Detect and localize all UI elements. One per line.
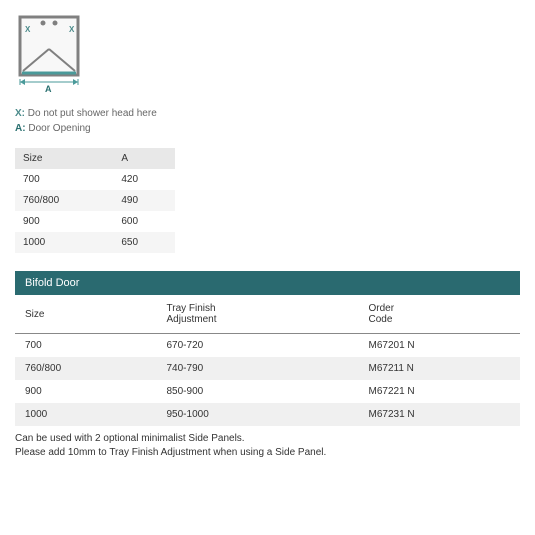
bifold-table: Size Tray FinishAdjustment OrderCode 700… [15, 295, 520, 426]
size-table: Size A 700 420 760/800 490 900 600 1000 … [15, 148, 175, 253]
section-title-bifold: Bifold Door [15, 271, 520, 295]
cell: 900 [15, 380, 167, 403]
col-tray: Tray FinishAdjustment [167, 295, 369, 334]
cell: 650 [113, 232, 175, 253]
x-marker: X [69, 25, 75, 34]
cell: M67211 N [369, 357, 521, 380]
cell: M67221 N [369, 380, 521, 403]
col-order: OrderCode [369, 295, 521, 334]
footnote: Can be used with 2 optional minimalist S… [15, 432, 520, 460]
col-a: A [113, 148, 175, 169]
footnote-line1: Can be used with 2 optional minimalist S… [15, 432, 520, 446]
cell: 670-720 [167, 334, 369, 358]
cell: 740-790 [167, 357, 369, 380]
shower-diagram: X X A [15, 15, 520, 96]
legend-a-text: Door Opening [28, 123, 90, 134]
cell: M67201 N [369, 334, 521, 358]
cell: 490 [113, 190, 175, 211]
cell: M67231 N [369, 403, 521, 426]
col-size: Size [15, 148, 113, 169]
cell: 900 [15, 211, 113, 232]
cell: 760/800 [15, 190, 113, 211]
legend-x-key: X: [15, 108, 25, 119]
a-label: A [45, 84, 52, 93]
cell: 850-900 [167, 380, 369, 403]
cell: 700 [15, 334, 167, 358]
cell: 600 [113, 211, 175, 232]
diagram-legend: X: Do not put shower head here A: Door O… [15, 106, 520, 136]
footnote-line2: Please add 10mm to Tray Finish Adjustmen… [15, 446, 520, 460]
cell: 950-1000 [167, 403, 369, 426]
cell: 700 [15, 169, 113, 190]
cell: 1000 [15, 403, 167, 426]
cell: 760/800 [15, 357, 167, 380]
legend-a-key: A: [15, 123, 26, 134]
cell: 420 [113, 169, 175, 190]
x-marker: X [25, 25, 31, 34]
cell: 1000 [15, 232, 113, 253]
col-size: Size [15, 295, 167, 334]
legend-x-text: Do not put shower head here [28, 108, 157, 119]
